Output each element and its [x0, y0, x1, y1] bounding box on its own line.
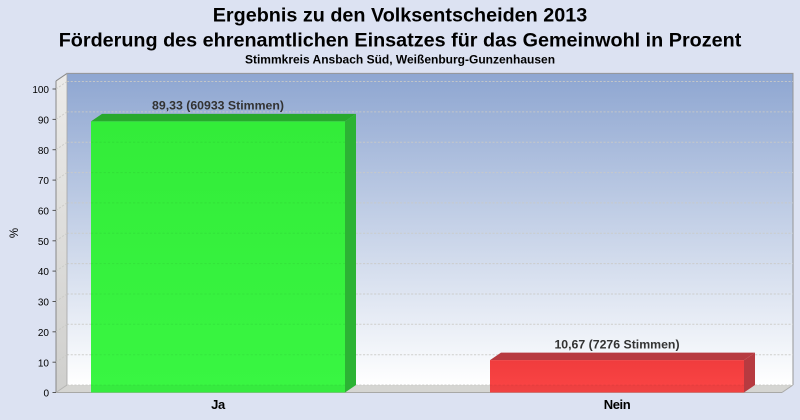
svg-text:20: 20 [38, 328, 50, 339]
svg-text:40: 40 [38, 267, 50, 278]
svg-text:Stimmkreis Ansbach Süd, Weißen: Stimmkreis Ansbach Süd, Weißenburg-Gunze… [245, 53, 555, 67]
svg-text:10,67 (7276 Stimmen): 10,67 (7276 Stimmen) [554, 338, 679, 352]
svg-text:90: 90 [38, 116, 50, 127]
svg-text:30: 30 [38, 298, 50, 309]
svg-text:Ergebnis zu den Volksentscheid: Ergebnis zu den Volksentscheiden 2013 [213, 5, 588, 27]
svg-text:Förderung des ehrenamtlichen E: Förderung des ehrenamtlichen Einsatzes f… [59, 29, 742, 51]
svg-text:89,33 (60933 Stimmen): 89,33 (60933 Stimmen) [152, 99, 284, 113]
svg-text:10: 10 [38, 358, 50, 369]
svg-text:50: 50 [38, 237, 50, 248]
svg-text:60: 60 [38, 207, 50, 218]
svg-text:Nein: Nein [604, 397, 631, 412]
svg-text:100: 100 [32, 85, 49, 96]
svg-text:%: % [9, 228, 21, 238]
svg-text:70: 70 [38, 176, 50, 187]
svg-text:0: 0 [43, 389, 49, 400]
svg-text:Ja: Ja [211, 397, 226, 412]
svg-text:80: 80 [38, 146, 50, 157]
